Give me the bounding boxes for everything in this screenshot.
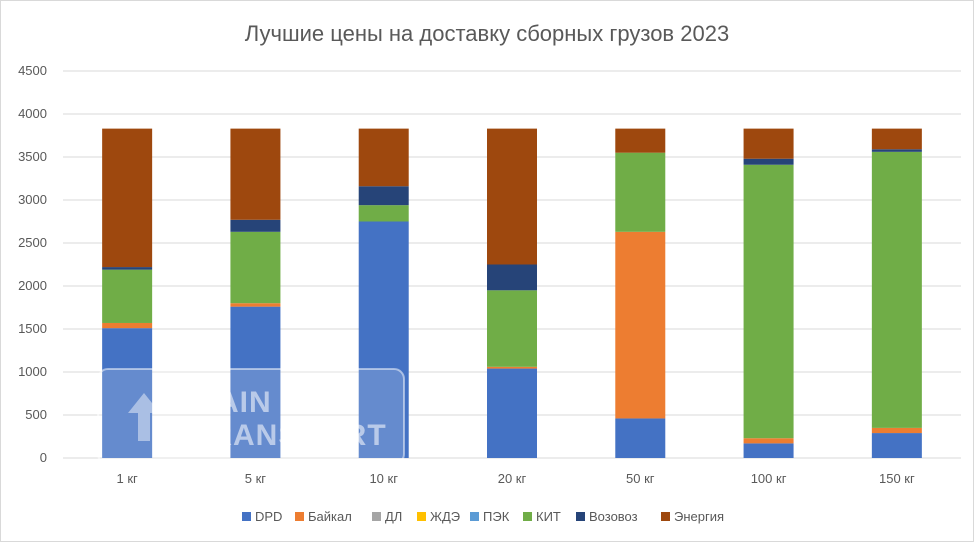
legend: DPD Байкал ДЛ ЖДЭ ПЭК КИТ Возовоз Энергия	[242, 509, 724, 524]
bar-segment	[230, 303, 281, 307]
bar-segment	[487, 366, 537, 369]
legend-swatch	[523, 512, 532, 521]
up-arrow-icon	[128, 393, 160, 441]
legend-label: Байкал	[308, 509, 352, 524]
bar-segment	[743, 443, 794, 458]
bar-segment	[230, 231, 281, 304]
legend-swatch	[576, 512, 585, 521]
legend-label: ДЛ	[385, 509, 402, 524]
legend-swatch	[242, 512, 251, 521]
legend-swatch	[372, 512, 381, 521]
legend-item: ДЛ	[372, 509, 402, 524]
watermark-logo: MAIN TRANSPORT	[97, 368, 405, 465]
bars	[102, 128, 922, 458]
legend-item: ПЭК	[470, 509, 510, 524]
x-category-label: 20 кг	[498, 471, 527, 486]
bar-segment	[871, 149, 922, 152]
y-tick-label: 0	[40, 450, 47, 465]
legend-swatch	[417, 512, 426, 521]
bar-segment	[358, 205, 409, 222]
legend-label: DPD	[255, 509, 282, 524]
x-category-label: 1 кг	[117, 471, 139, 486]
bar-segment	[615, 128, 666, 153]
legend-swatch	[470, 512, 479, 521]
legend-item: ЖДЭ	[417, 509, 460, 524]
bar-segment	[615, 418, 666, 458]
bar-segment	[102, 328, 153, 458]
bar-segment	[230, 128, 281, 220]
bar-segment	[615, 231, 666, 419]
y-tick-label: 3000	[18, 192, 47, 207]
legend-label: КИТ	[536, 509, 561, 524]
bar-segment	[743, 438, 794, 444]
legend-item: КИТ	[523, 509, 561, 524]
bar-segment	[102, 269, 153, 323]
bar-segment	[358, 221, 409, 458]
bar-segment	[102, 322, 153, 329]
bar-segment	[230, 219, 281, 232]
legend-label: ПЭК	[483, 509, 510, 524]
x-category-label: 150 кг	[879, 471, 915, 486]
bar-segment	[871, 427, 922, 434]
bar-segment	[871, 433, 922, 458]
legend-label: ЖДЭ	[430, 509, 460, 524]
bar-segment	[487, 128, 537, 265]
bar-segment	[358, 128, 409, 187]
bar-segment	[871, 128, 922, 150]
bar-segment	[487, 264, 537, 291]
y-tick-label: 3500	[18, 149, 47, 164]
x-category-label: 5 кг	[245, 471, 267, 486]
y-axis-ticks: 0 500 1000 1500 2000 2500 3000 3500 4000 4500	[18, 63, 47, 465]
bar-segment	[102, 128, 153, 268]
bar-segment	[230, 306, 281, 458]
bar-segment	[487, 368, 537, 458]
y-tick-label: 4000	[18, 106, 47, 121]
legend-item: Энергия	[661, 509, 724, 524]
y-tick-label: 2000	[18, 278, 47, 293]
legend-item: DPD	[242, 509, 282, 524]
bar-segment	[743, 158, 794, 165]
bar-segment	[615, 152, 666, 232]
legend-item: Возовоз	[576, 509, 638, 524]
legend-label: Энергия	[674, 509, 724, 524]
y-tick-label: 1000	[18, 364, 47, 379]
watermark-line1: MAIN	[191, 386, 272, 419]
y-tick-label: 4500	[18, 63, 47, 78]
x-category-label: 100 кг	[751, 471, 787, 486]
bar-segment	[358, 186, 409, 206]
watermark-line2: TRANSPORT	[191, 419, 387, 452]
bar-segment	[102, 267, 153, 270]
chart-title: Лучшие цены на доставку сборных грузов 2…	[245, 21, 729, 46]
legend-swatch	[295, 512, 304, 521]
legend-label: Возовоз	[589, 509, 638, 524]
y-tick-label: 2500	[18, 235, 47, 250]
x-category-label: 50 кг	[626, 471, 655, 486]
x-category-label: 10 кг	[369, 471, 398, 486]
legend-swatch	[661, 512, 670, 521]
bar-segment	[487, 290, 537, 367]
y-tick-label: 1500	[18, 321, 47, 336]
watermark-frame	[97, 368, 405, 465]
bar-segment	[743, 164, 794, 439]
legend-item: Байкал	[295, 509, 352, 524]
y-tick-label: 500	[25, 407, 47, 422]
bar-segment	[743, 128, 794, 159]
x-axis-categories: 1 кг 5 кг 10 кг 20 кг 50 кг 100 кг 150 кг	[117, 471, 915, 486]
bar-segment	[871, 151, 922, 428]
